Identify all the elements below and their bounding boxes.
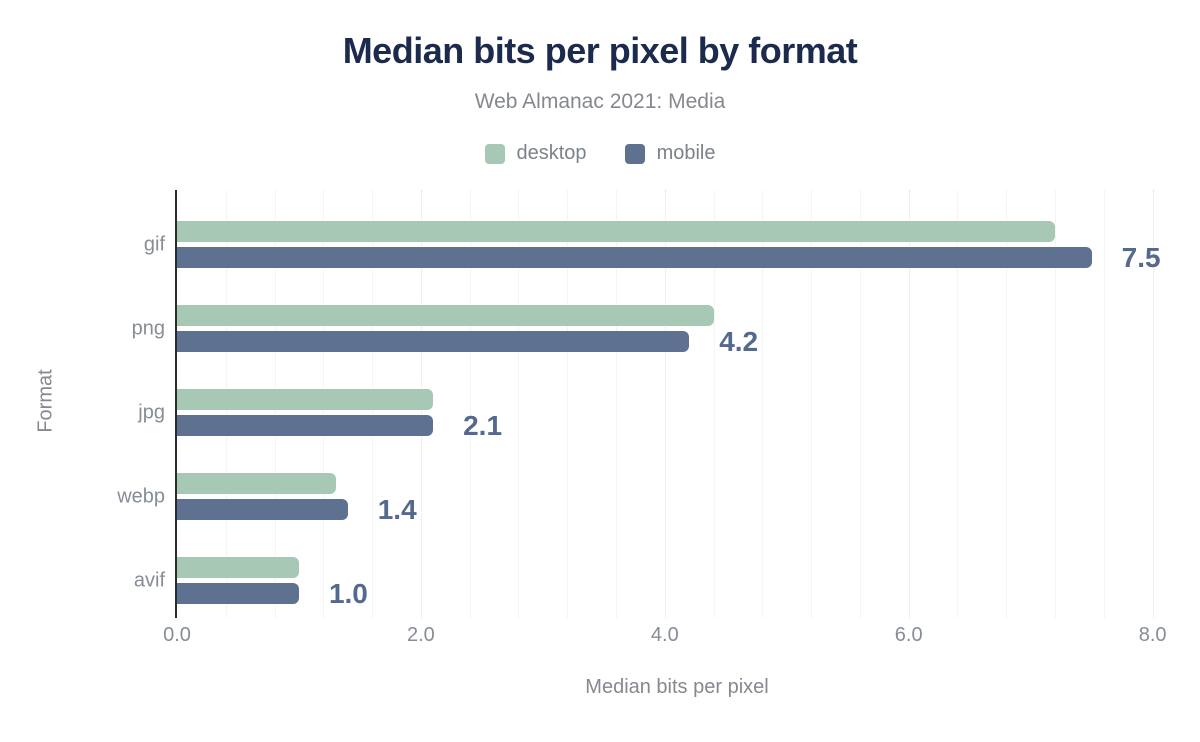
x-tick-label-4.0: 4.0	[650, 624, 679, 646]
legend: desktop mobile	[0, 142, 1200, 165]
gridline-major	[908, 190, 911, 618]
category-label-avif: avif	[133, 569, 165, 591]
desktop-bar-png	[177, 305, 714, 326]
category-label-jpg: jpg	[138, 401, 165, 423]
gridline-minor	[518, 190, 520, 618]
legend-label: desktop	[516, 142, 587, 164]
y-axis-title: Format	[34, 369, 57, 433]
x-tick-label-8.0: 8.0	[1138, 624, 1167, 646]
gridline-minor	[616, 190, 618, 618]
page-subtitle: Web Almanac 2021: Media	[474, 90, 726, 113]
x-tick-label-6.0: 6.0	[894, 624, 923, 646]
desktop-bar-jpg	[177, 389, 434, 410]
value-label-png: 4.2	[719, 325, 759, 357]
desktop-bar-gif	[177, 221, 1056, 242]
gridline-minor	[1103, 190, 1105, 618]
x-tick-label-2.0: 2.0	[406, 624, 435, 646]
x-axis-title: Median bits per pixel	[585, 676, 769, 698]
gridline-minor	[957, 190, 959, 618]
gridline-minor	[469, 190, 471, 618]
value-label-avif: 1.0	[328, 577, 368, 609]
category-label-gif: gif	[143, 233, 165, 255]
value-label-jpg: 2.1	[463, 409, 503, 441]
plot-area: gif 7.5 png 4.2 jpg 2.1 webp 1.4 avif 1.0 0.0 2.0 4.…	[117, 190, 1177, 646]
legend-label: mobile	[656, 142, 716, 164]
desktop-bar-avif	[177, 557, 299, 578]
desktop-bar-webp	[177, 473, 336, 494]
mobile-bar-avif	[177, 583, 299, 604]
y-axis-line	[175, 190, 177, 618]
gridline-minor	[1055, 190, 1057, 618]
gridline-major	[1152, 190, 1155, 618]
mobile-bar-webp	[177, 499, 348, 520]
gridline-minor	[859, 190, 861, 618]
category-label-png: png	[131, 317, 165, 339]
value-label-gif: 7.5	[1121, 241, 1161, 273]
legend-item-desktop: desktop	[484, 142, 587, 165]
gridline-minor	[811, 190, 813, 618]
mobile-bar-gif	[177, 247, 1092, 268]
gridline-minor	[762, 190, 764, 618]
legend-item-mobile: mobile	[624, 142, 716, 165]
value-label-webp: 1.4	[377, 493, 417, 525]
legend-swatch-desktop-icon	[484, 143, 505, 164]
gridline-minor	[1006, 190, 1008, 618]
gridline-minor	[567, 190, 569, 618]
x-tick-label-0.0: 0.0	[163, 624, 191, 646]
gridline-minor	[713, 190, 715, 618]
gridline-major	[664, 190, 667, 618]
page-title: Median bits per pixel by format	[342, 30, 858, 71]
category-label-webp: webp	[117, 485, 165, 507]
mobile-bar-jpg	[177, 415, 434, 436]
legend-swatch-mobile-icon	[624, 143, 645, 164]
mobile-bar-png	[177, 331, 690, 352]
